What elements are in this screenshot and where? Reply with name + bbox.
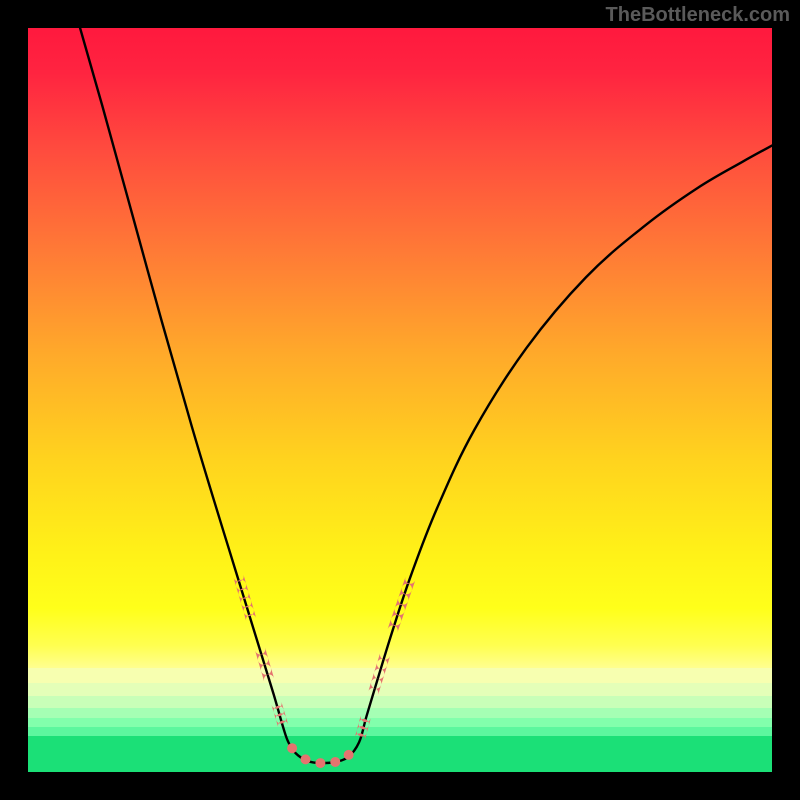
watermark-text: TheBottleneck.com <box>606 4 790 27</box>
bead-bottom-0 <box>287 743 297 753</box>
chart-svg <box>28 28 772 772</box>
bead-bottom-4 <box>344 750 354 760</box>
curve-left-branch <box>80 28 318 763</box>
bead-right-1 <box>374 663 387 676</box>
bead-left-1 <box>258 658 271 671</box>
bead-right-1 <box>377 653 390 666</box>
plot-frame <box>28 28 772 772</box>
bead-bottom-2 <box>315 758 325 768</box>
curve-right-branch <box>318 146 772 764</box>
bead-bottom-1 <box>301 754 311 764</box>
bead-right-2 <box>388 619 401 633</box>
bead-left-1 <box>261 668 274 681</box>
bead-bottom-3 <box>330 757 340 767</box>
plot-inner <box>28 28 772 772</box>
